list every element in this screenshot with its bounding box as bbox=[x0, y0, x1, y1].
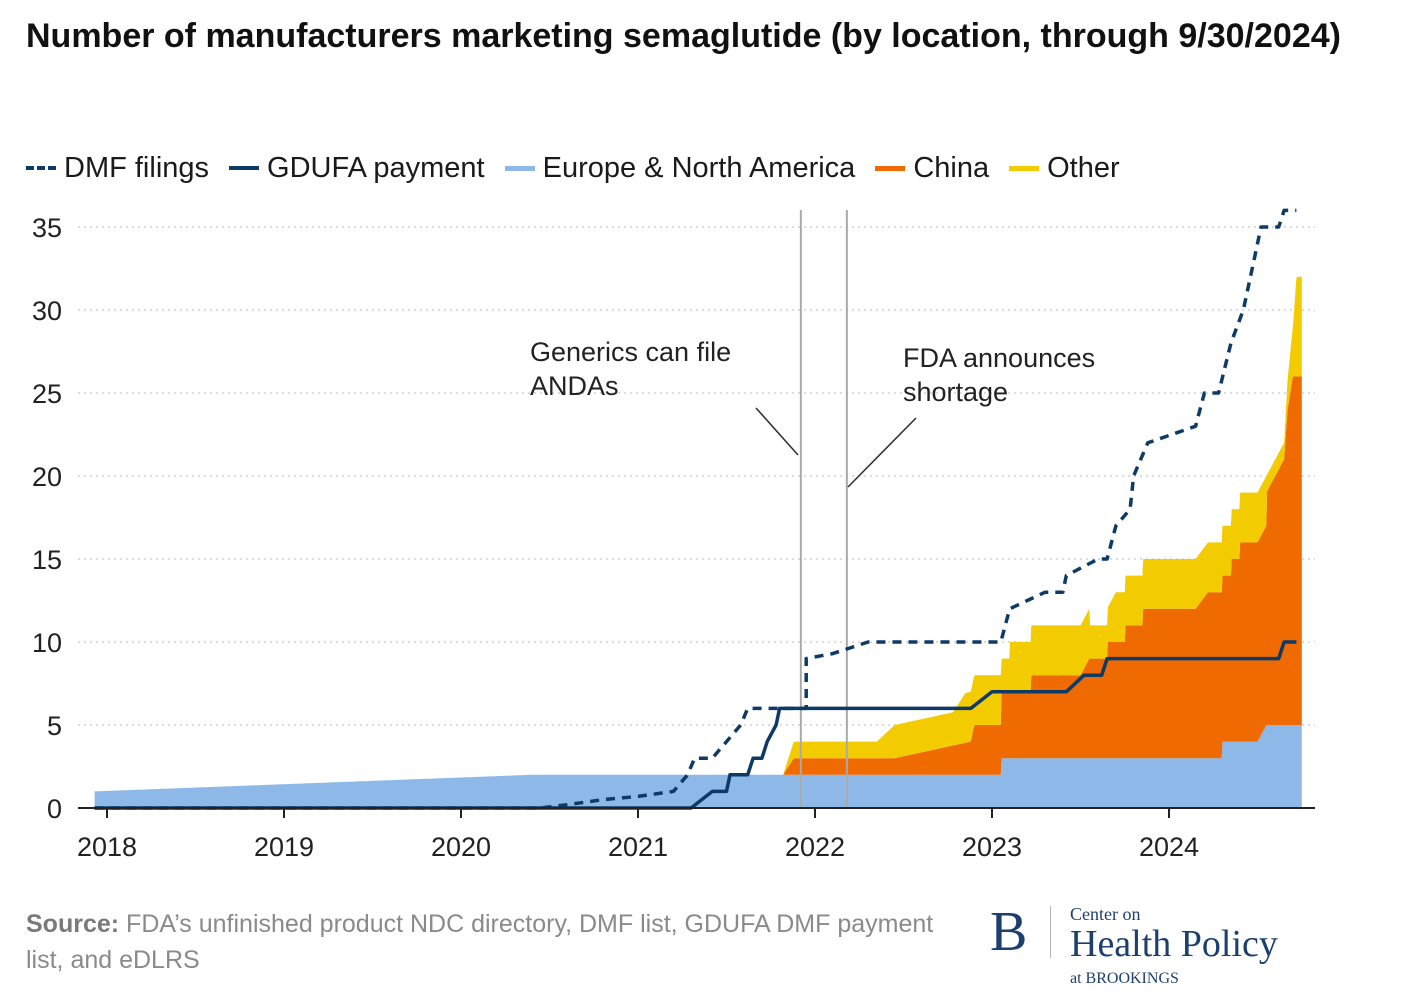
legend-item-gdufa: GDUFA payment bbox=[229, 152, 485, 185]
y-tick-label-15: 15 bbox=[32, 545, 62, 575]
x-tick-label-2021: 2021 bbox=[608, 832, 668, 862]
y-tick-label-30: 30 bbox=[32, 296, 62, 326]
area-series-other bbox=[783, 276, 1302, 775]
source-label: Source: bbox=[26, 910, 120, 938]
legend-item-other: Other bbox=[1009, 152, 1120, 185]
legend-swatch-europe bbox=[504, 165, 535, 171]
legend-swatch-gdufa bbox=[229, 166, 260, 170]
source-note: Source: FDA’s unfinished product NDC dir… bbox=[26, 906, 946, 978]
y-tick-label-0: 0 bbox=[47, 794, 62, 824]
annotation-text-0-line2: ANDAs bbox=[530, 371, 619, 401]
source-text: FDA’s unfinished product NDC directory, … bbox=[26, 910, 934, 974]
x-tick-label-2019: 2019 bbox=[254, 832, 314, 862]
legend-label-dmf: DMF filings bbox=[64, 151, 210, 184]
logo-line2: Health Policy bbox=[1070, 923, 1278, 965]
x-tick-label-2020: 2020 bbox=[431, 832, 491, 862]
legend-label-gdufa: GDUFA payment bbox=[267, 151, 485, 184]
legend-item-china: China bbox=[875, 152, 989, 185]
legend-swatch-other bbox=[1009, 165, 1040, 171]
brookings-logo: B Center on Health Policy at BROOKINGS bbox=[990, 902, 1330, 994]
x-tick-label-2023: 2023 bbox=[962, 832, 1022, 862]
legend-item-europe: Europe & North America bbox=[504, 151, 856, 185]
logo-letter: B bbox=[990, 901, 1028, 963]
legend-label-europe: Europe & North America bbox=[542, 151, 856, 184]
legend-item-dmf: DMF filings bbox=[26, 152, 209, 185]
logo-divider bbox=[1050, 906, 1051, 958]
annotation-leader-1 bbox=[847, 417, 917, 488]
y-tick-label-5: 5 bbox=[47, 711, 62, 741]
logo-line3: at BROOKINGS bbox=[1070, 970, 1179, 987]
chart-title: Number of manufacturers marketing semagl… bbox=[26, 17, 1341, 55]
legend: DMF filings GDUFA payment Europe & North… bbox=[26, 148, 1140, 188]
legend-label-china: China bbox=[913, 151, 990, 184]
annotation-leader-0 bbox=[755, 407, 799, 456]
line-series-dmf bbox=[94, 208, 1297, 810]
line-series-gdufa bbox=[94, 640, 1297, 810]
x-tick-label-2018: 2018 bbox=[77, 832, 137, 862]
legend-label-other: Other bbox=[1047, 151, 1120, 184]
x-tick-label-2022: 2022 bbox=[785, 832, 845, 862]
legend-swatch-dmf bbox=[26, 166, 56, 170]
y-tick-label-10: 10 bbox=[32, 628, 62, 658]
y-tick-label-20: 20 bbox=[32, 462, 62, 492]
y-tick-label-35: 35 bbox=[32, 213, 62, 243]
logo-line1: Center on bbox=[1070, 904, 1141, 924]
area-series-china bbox=[783, 376, 1302, 775]
annotation-text-0-line1: Generics can file bbox=[530, 337, 731, 367]
x-tick-label-2024: 2024 bbox=[1139, 832, 1199, 862]
legend-swatch-china bbox=[875, 165, 906, 171]
annotation-text-1-line2: shortage bbox=[903, 377, 1008, 407]
y-tick-label-25: 25 bbox=[32, 379, 62, 409]
area-series-europe bbox=[94, 725, 1302, 808]
annotation-text-1-line1: FDA announces bbox=[903, 343, 1095, 373]
